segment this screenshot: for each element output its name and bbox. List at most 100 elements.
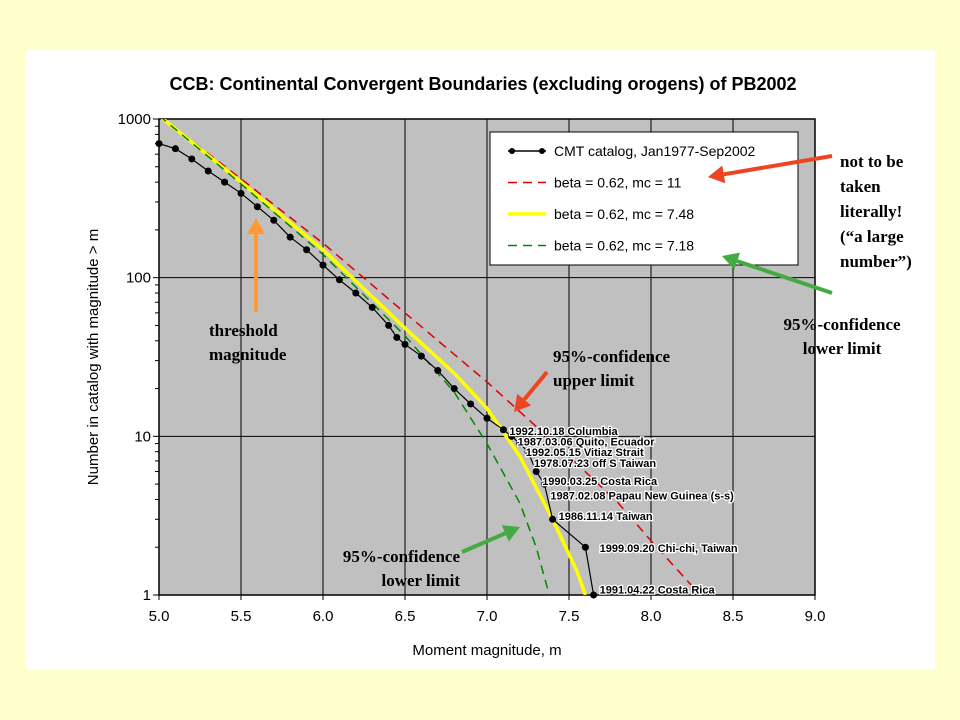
data-point	[532, 468, 540, 476]
data-point	[286, 233, 294, 241]
data-point	[303, 246, 311, 254]
arrow-not-literal	[708, 154, 833, 184]
data-point	[319, 261, 327, 269]
x-tick-label: 7.5	[559, 608, 580, 625]
data-point	[524, 448, 532, 456]
data-point	[393, 333, 401, 341]
annotation-lower-limit-inner-line: 95%-confidence	[343, 547, 461, 566]
annotation-not-literal-line: not to be	[840, 152, 904, 171]
data-point	[590, 591, 598, 599]
data-point	[549, 515, 557, 523]
event-label: 1978.07.23 off S Taiwan	[534, 458, 656, 470]
data-point	[540, 480, 548, 488]
event-label: 1986.11.14 Taiwan	[559, 511, 653, 523]
annotation-not-literal-line: (“a large	[840, 227, 904, 246]
arrow-shaft	[522, 370, 549, 401]
legend-label: CMT catalog, Jan1977-Sep2002	[554, 143, 756, 159]
annotation-upper-limit: 95%-confidence upper limit	[553, 347, 671, 390]
data-point	[581, 543, 589, 551]
event-label: 1990.03.25 Costa Rica	[542, 476, 658, 488]
chart-title: CCB: Continental Convergent Boundaries (…	[169, 74, 796, 94]
data-point	[467, 400, 475, 408]
x-tick-label: 8.0	[641, 608, 662, 625]
y-axis-label: Number in catalog with magnitude > m	[85, 229, 102, 485]
arrow-lower-limit-outer	[722, 252, 833, 295]
annotation-not-literal-line: number”)	[840, 252, 912, 271]
data-point	[188, 155, 196, 163]
data-point	[417, 352, 425, 360]
data-point	[253, 203, 261, 211]
x-tick-label: 5.0	[149, 608, 170, 625]
x-tick-label: 9.0	[805, 608, 826, 625]
event-label: 1987.02.08 Papau New Guinea (s-s)	[550, 490, 734, 502]
event-label: 1987.03.06 Quito, Ecuador	[518, 437, 656, 449]
series-line	[161, 119, 551, 595]
x-tick-label: 8.5	[723, 608, 744, 625]
series-line	[162, 119, 701, 595]
data-point	[204, 167, 212, 175]
arrow-lower-limit-inner	[461, 525, 520, 554]
annotation-lower-limit-outer-line: 95%-confidence	[783, 315, 901, 334]
data-point	[368, 303, 376, 311]
x-axis-label: Moment magnitude, m	[412, 642, 561, 659]
arrow-shaft	[461, 531, 507, 554]
y-tick-label: 1	[143, 587, 151, 604]
arrow-shaft	[736, 259, 833, 295]
arrow-head	[501, 525, 520, 542]
data-point	[155, 140, 163, 148]
data-point	[270, 216, 278, 224]
event-label: 1992.05.15 Vitiaz Strait	[526, 447, 644, 459]
data-point	[171, 145, 179, 153]
annotation-threshold-line: magnitude	[209, 345, 287, 364]
arrow-head	[708, 165, 726, 184]
data-point	[450, 385, 458, 393]
arrow-shaft	[723, 154, 833, 177]
data-point	[385, 321, 393, 329]
legend-marker	[539, 148, 545, 154]
annotation-not-literal-line: literally!	[840, 202, 902, 221]
data-point	[335, 276, 343, 284]
arrow-head	[514, 393, 532, 412]
arrow-upper-limit	[514, 370, 549, 412]
y-tick-label: 100	[126, 270, 151, 287]
annotation-lower-limit-inner: 95%-confidence lower limit	[343, 547, 461, 590]
x-tick-label: 7.0	[477, 608, 498, 625]
data-point	[237, 189, 245, 197]
data-point	[352, 289, 360, 297]
x-tick-label: 6.5	[395, 608, 416, 625]
annotation-not-literal: not to be taken literally! (“a large number”…	[840, 152, 912, 271]
event-label: 1991.04.22 Costa Rica	[600, 584, 716, 596]
annotation-upper-limit-line: 95%-confidence	[553, 347, 671, 366]
legend-marker	[509, 148, 515, 154]
data-point	[221, 178, 229, 186]
arrow-threshold	[247, 218, 265, 312]
data-point	[508, 432, 516, 440]
x-tick-label: 5.5	[231, 608, 252, 625]
y-tick-label: 1000	[118, 111, 151, 128]
annotation-not-literal-line: taken	[840, 177, 881, 196]
annotation-threshold: threshold magnitude	[209, 321, 287, 364]
arrow-head	[722, 252, 741, 270]
x-tick-label: 6.0	[313, 608, 334, 625]
annotation-upper-limit-line: upper limit	[553, 371, 635, 390]
data-point	[499, 426, 507, 434]
arrow-head	[247, 218, 265, 234]
annotation-lower-limit-outer-line: lower limit	[803, 339, 882, 358]
legend-label: beta = 0.62, mc = 11	[554, 175, 682, 191]
annotation-threshold-line: threshold	[209, 321, 278, 340]
y-tick-label: 10	[134, 428, 151, 445]
data-point	[483, 414, 491, 422]
event-label: 1992.10.18 Columbia	[509, 426, 618, 438]
legend-label: beta = 0.62, mc = 7.18	[554, 238, 694, 254]
data-point	[401, 340, 409, 348]
annotation-lower-limit-outer: 95%-confidence lower limit	[783, 315, 901, 358]
legend-label: beta = 0.62, mc = 7.48	[554, 206, 694, 222]
event-label: 1999.09.20 Chi-chi, Taiwan	[600, 543, 738, 555]
data-point	[516, 440, 524, 448]
data-point	[434, 366, 442, 374]
annotation-lower-limit-inner-line: lower limit	[381, 571, 460, 590]
series-line	[160, 119, 588, 595]
legend-box	[489, 131, 799, 266]
